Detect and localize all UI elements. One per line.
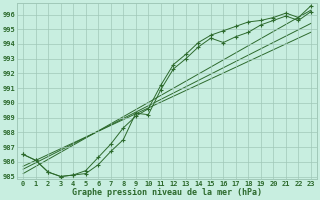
X-axis label: Graphe pression niveau de la mer (hPa): Graphe pression niveau de la mer (hPa) — [72, 188, 262, 197]
